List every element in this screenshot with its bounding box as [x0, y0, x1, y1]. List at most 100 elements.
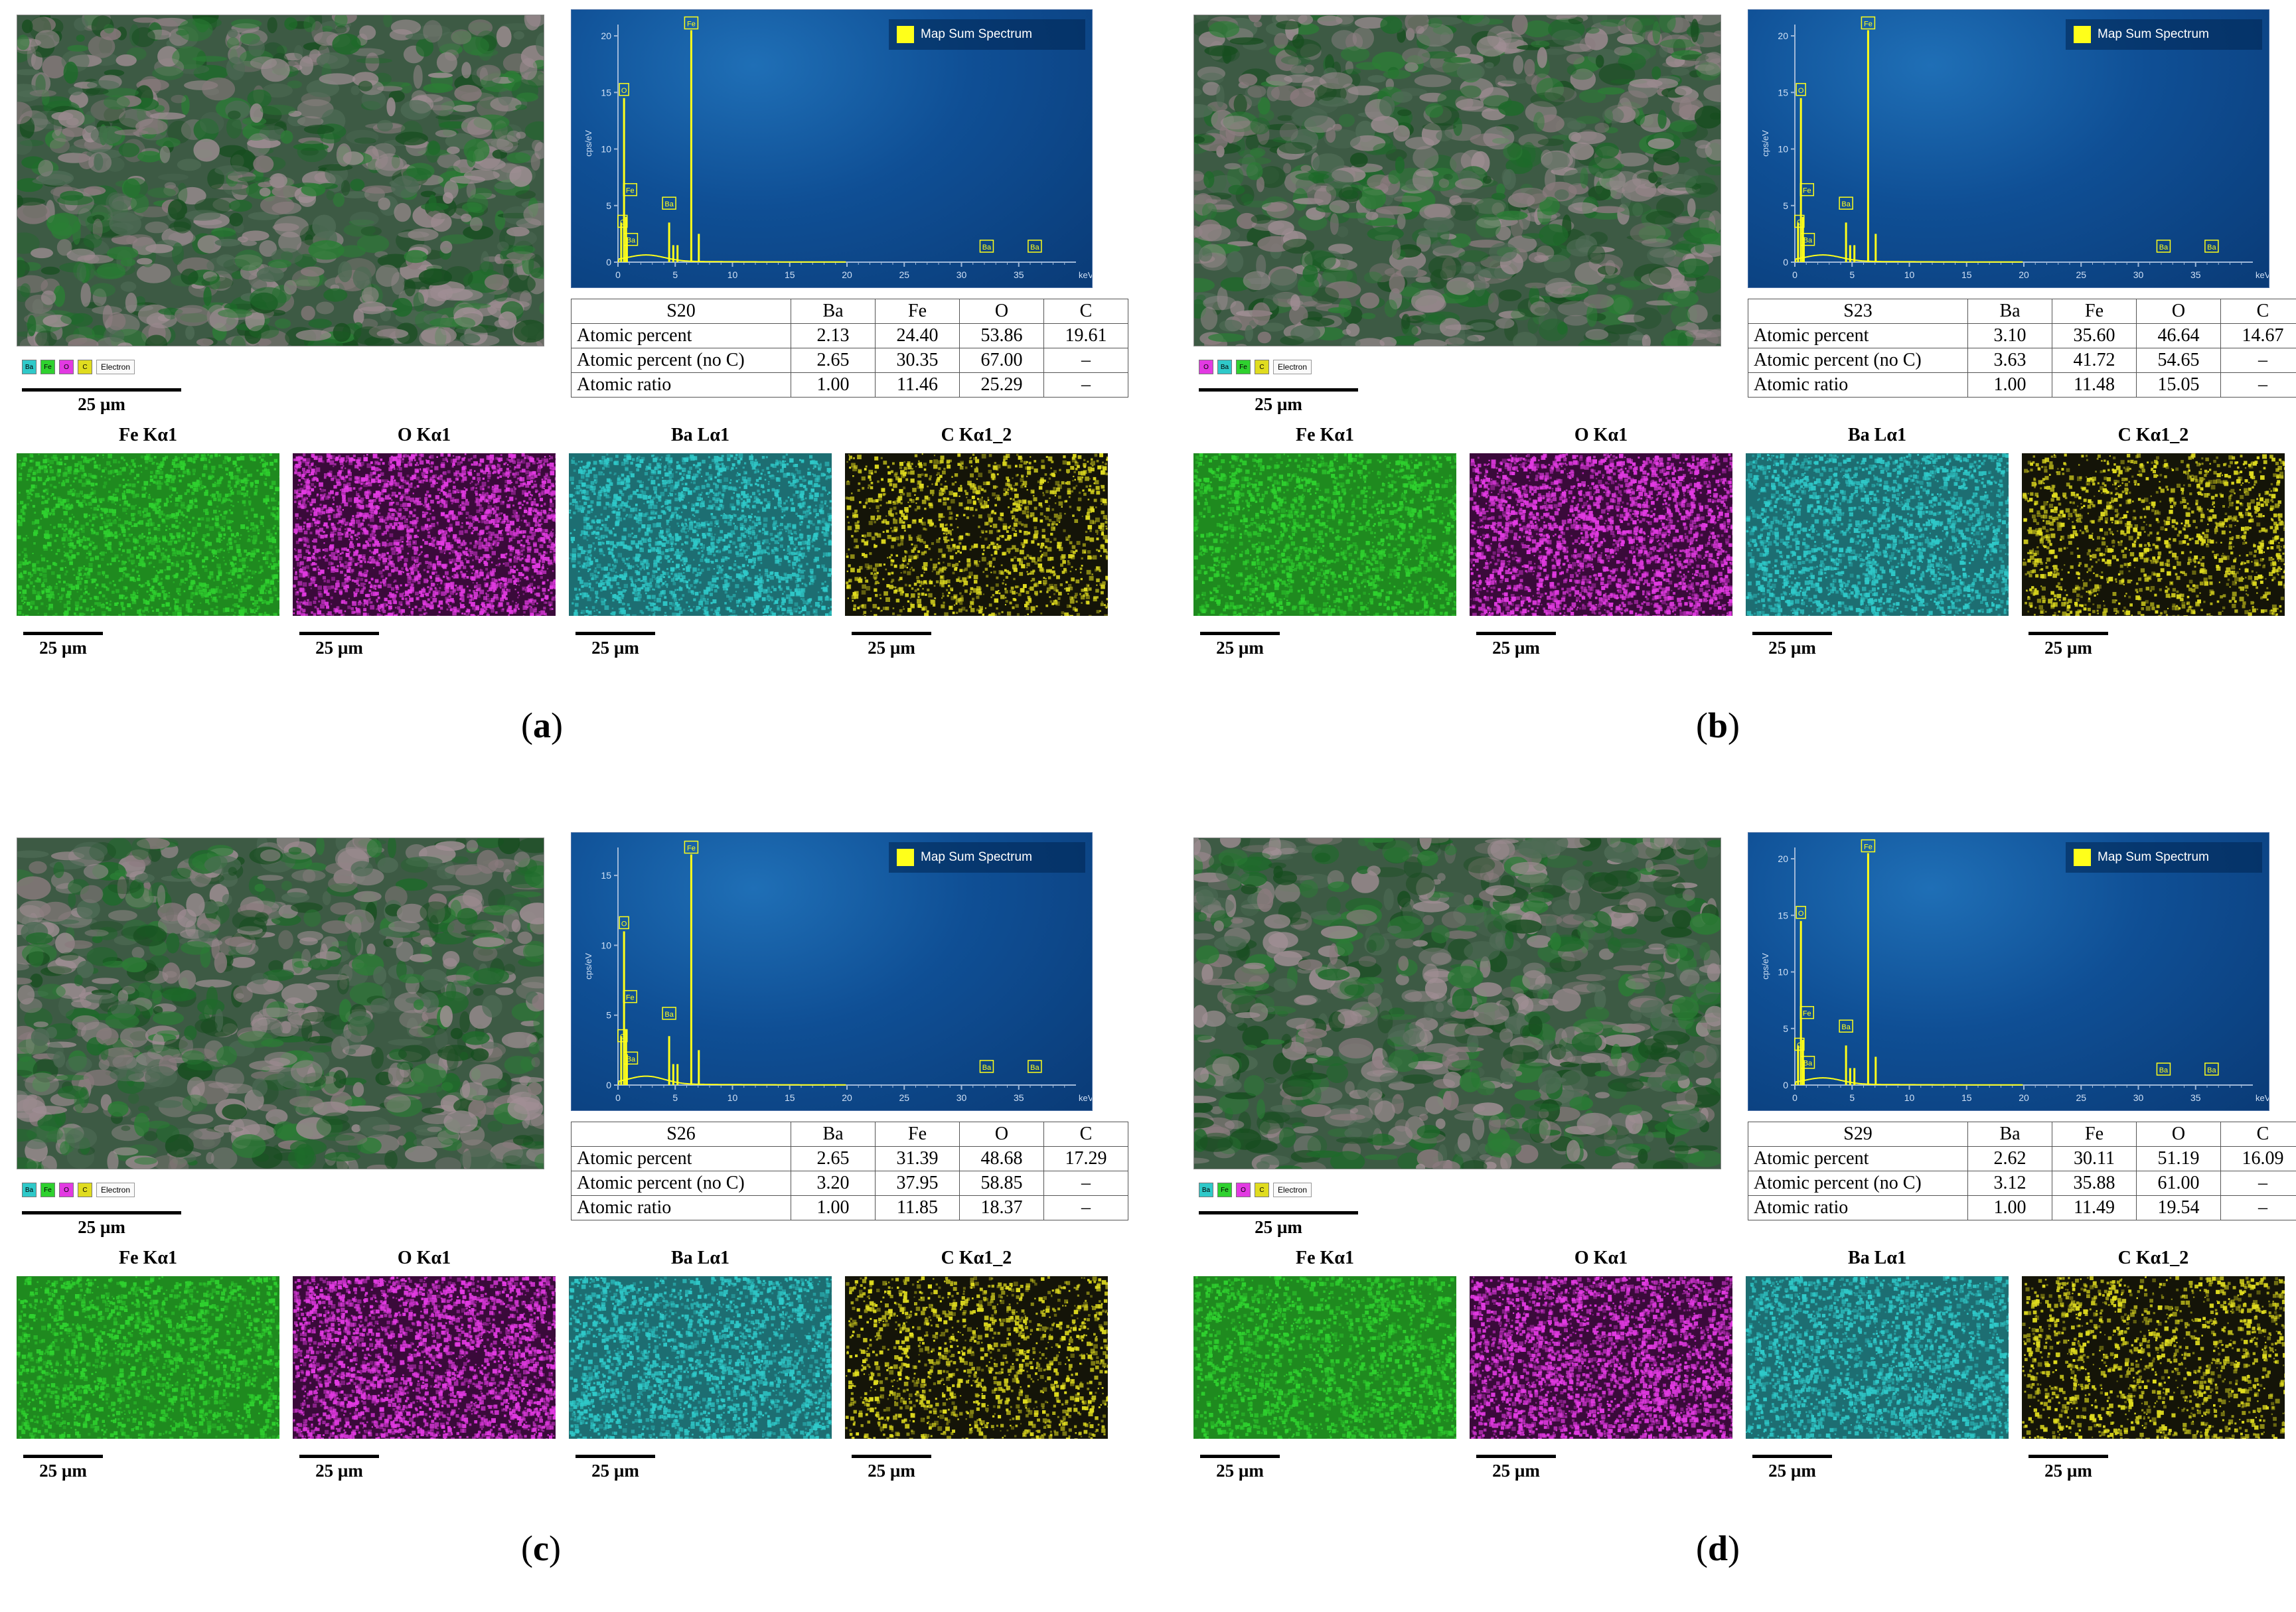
peak-label-ba-k2: Ba [1028, 240, 1041, 252]
panel-caption: (b) [1696, 705, 1740, 746]
scalebar-label: 25 µm [575, 638, 655, 658]
svg-text:Ba: Ba [982, 244, 992, 252]
y-tick-label: 0 [606, 257, 611, 267]
layered-eds-image [17, 15, 544, 346]
table-cell: 17.29 [1044, 1147, 1128, 1171]
spectrum-legend-label: Map Sum Spectrum [2098, 850, 2209, 865]
y-tick-label: 0 [1783, 1080, 1788, 1090]
column-header: C [2221, 1122, 2296, 1147]
scalebar-layered: 25 µm [22, 1211, 181, 1238]
y-tick-label: 15 [601, 87, 611, 98]
scalebar-label: 25 µm [299, 1461, 379, 1481]
y-axis-label: cps/eV [583, 130, 593, 157]
map-title: O Kα1 [293, 1248, 556, 1269]
peak-label-fe: Fe [1861, 17, 1875, 29]
scalebar-line [22, 1211, 181, 1214]
peak-label-o: O [619, 84, 629, 96]
peak-label-ba-k1: Ba [980, 240, 993, 252]
x-tick-label: 20 [2019, 269, 2029, 280]
x-tick-label: 15 [1961, 1092, 1972, 1103]
element-map-ba [1746, 453, 2009, 616]
scalebar-map: 25 µm [575, 632, 655, 658]
scalebar-label: 25 µm [23, 1461, 103, 1481]
spectrum-legend-swatch [2074, 849, 2091, 866]
legend-electron: Electron [1273, 1183, 1312, 1197]
spectrum-baseline [1796, 255, 2023, 262]
map-title: Ba Lα1 [1746, 1248, 2009, 1269]
x-tick-label: 0 [615, 1092, 621, 1103]
x-tick-label: 5 [1849, 1092, 1855, 1103]
panel-caption: (a) [521, 705, 563, 746]
scalebar-map: 25 µm [1200, 1455, 1280, 1481]
peak-label-ba-l: Ba [662, 197, 676, 209]
legend-chip-o: O [1199, 360, 1213, 374]
svg-text:Ba: Ba [664, 200, 674, 208]
layered-eds-image [1193, 838, 1721, 1169]
x-tick-label: 30 [957, 1092, 967, 1103]
legend-chip-ba: Ba [1199, 1183, 1213, 1197]
scalebar-map: 25 µm [299, 1455, 379, 1481]
x-tick-label: 25 [2076, 269, 2086, 280]
column-header: Fe [2052, 299, 2137, 324]
column-header: Fe [876, 299, 960, 324]
table-cell: 35.88 [2052, 1171, 2137, 1196]
scalebar-line [2028, 632, 2108, 635]
spectrum-legend: Map Sum Spectrum [2066, 19, 2262, 50]
peak-label-ba-k2: Ba [1028, 1061, 1041, 1072]
row-label: Atomic percent [572, 324, 791, 348]
element-map-c [2022, 1276, 2285, 1439]
y-tick-label: 15 [1778, 910, 1788, 920]
panel-caption: (d) [1696, 1528, 1740, 1569]
spectrum-legend-swatch [2074, 26, 2091, 43]
peak-label-fe: Fe [684, 17, 698, 29]
y-tick-label: 10 [1778, 144, 1788, 155]
row-label: Atomic percent (no C) [1748, 1171, 1968, 1196]
map-title: Fe Kα1 [1193, 425, 1456, 446]
scalebar-line [1199, 1211, 1358, 1214]
row-label: Atomic percent (no C) [572, 348, 791, 373]
y-tick-label: 5 [1783, 200, 1788, 211]
element-map-fe [1193, 453, 1456, 616]
table-cell: 1.00 [1968, 1196, 2052, 1220]
scalebar-line [852, 1455, 931, 1458]
x-tick-label: 30 [957, 269, 967, 280]
svg-text:C: C [620, 218, 625, 226]
peak-label-ba-l: Ba [1839, 197, 1853, 209]
table-cell: 14.67 [2221, 324, 2296, 348]
svg-text:Fe: Fe [626, 187, 635, 195]
x-tick-label: 0 [1792, 1092, 1798, 1103]
table-cell: 18.37 [960, 1196, 1044, 1220]
table-cell: 25.29 [960, 373, 1044, 398]
peak-label-o: O [619, 916, 629, 928]
row-label: Atomic percent [1748, 324, 1968, 348]
layered-eds-image [1193, 15, 1721, 346]
y-tick-label: 5 [1783, 1023, 1788, 1034]
legend-chip-fe: Fe [1236, 360, 1251, 374]
scalebar-map: 25 µm [852, 1455, 931, 1481]
y-tick-label: 20 [601, 31, 611, 41]
table-cell: 2.13 [791, 324, 876, 348]
table-cell: – [2221, 1171, 2296, 1196]
sample-id: S23 [1748, 299, 1968, 324]
legend-chip-c: C [78, 1183, 92, 1197]
scalebar-label: 25 µm [575, 1461, 655, 1481]
table-cell: 11.85 [876, 1196, 960, 1220]
x-tick-label: 10 [1904, 1092, 1915, 1103]
peak-label-ba-k2: Ba [2205, 240, 2218, 252]
legend-chip-ba: Ba [1217, 360, 1232, 374]
spectrum-legend-swatch [897, 849, 914, 866]
row-label: Atomic percent (no C) [1748, 348, 1968, 373]
scalebar-map: 25 µm [852, 632, 931, 658]
spectrum-baseline [619, 255, 846, 262]
map-title: O Kα1 [1470, 425, 1732, 446]
peak-label-ba-k1: Ba [2157, 240, 2170, 252]
